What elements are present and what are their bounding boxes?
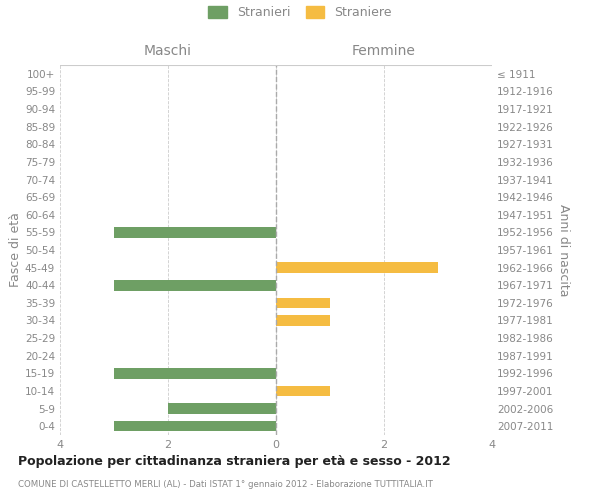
Bar bbox=[114, 368, 276, 378]
Text: Maschi: Maschi bbox=[144, 44, 192, 58]
Y-axis label: Fasce di età: Fasce di età bbox=[9, 212, 22, 288]
Bar bbox=[168, 404, 276, 414]
Text: COMUNE DI CASTELLETTO MERLI (AL) - Dati ISTAT 1° gennaio 2012 - Elaborazione TUT: COMUNE DI CASTELLETTO MERLI (AL) - Dati … bbox=[18, 480, 433, 489]
Bar bbox=[276, 386, 330, 396]
Bar bbox=[276, 262, 438, 273]
Y-axis label: Anni di nascita: Anni di nascita bbox=[557, 204, 570, 296]
Bar bbox=[114, 421, 276, 432]
Text: Popolazione per cittadinanza straniera per età e sesso - 2012: Popolazione per cittadinanza straniera p… bbox=[18, 455, 451, 468]
Bar bbox=[276, 315, 330, 326]
Bar bbox=[276, 298, 330, 308]
Bar bbox=[114, 227, 276, 237]
Legend: Stranieri, Straniere: Stranieri, Straniere bbox=[208, 6, 392, 19]
Text: Femmine: Femmine bbox=[352, 44, 416, 58]
Bar bbox=[114, 280, 276, 290]
